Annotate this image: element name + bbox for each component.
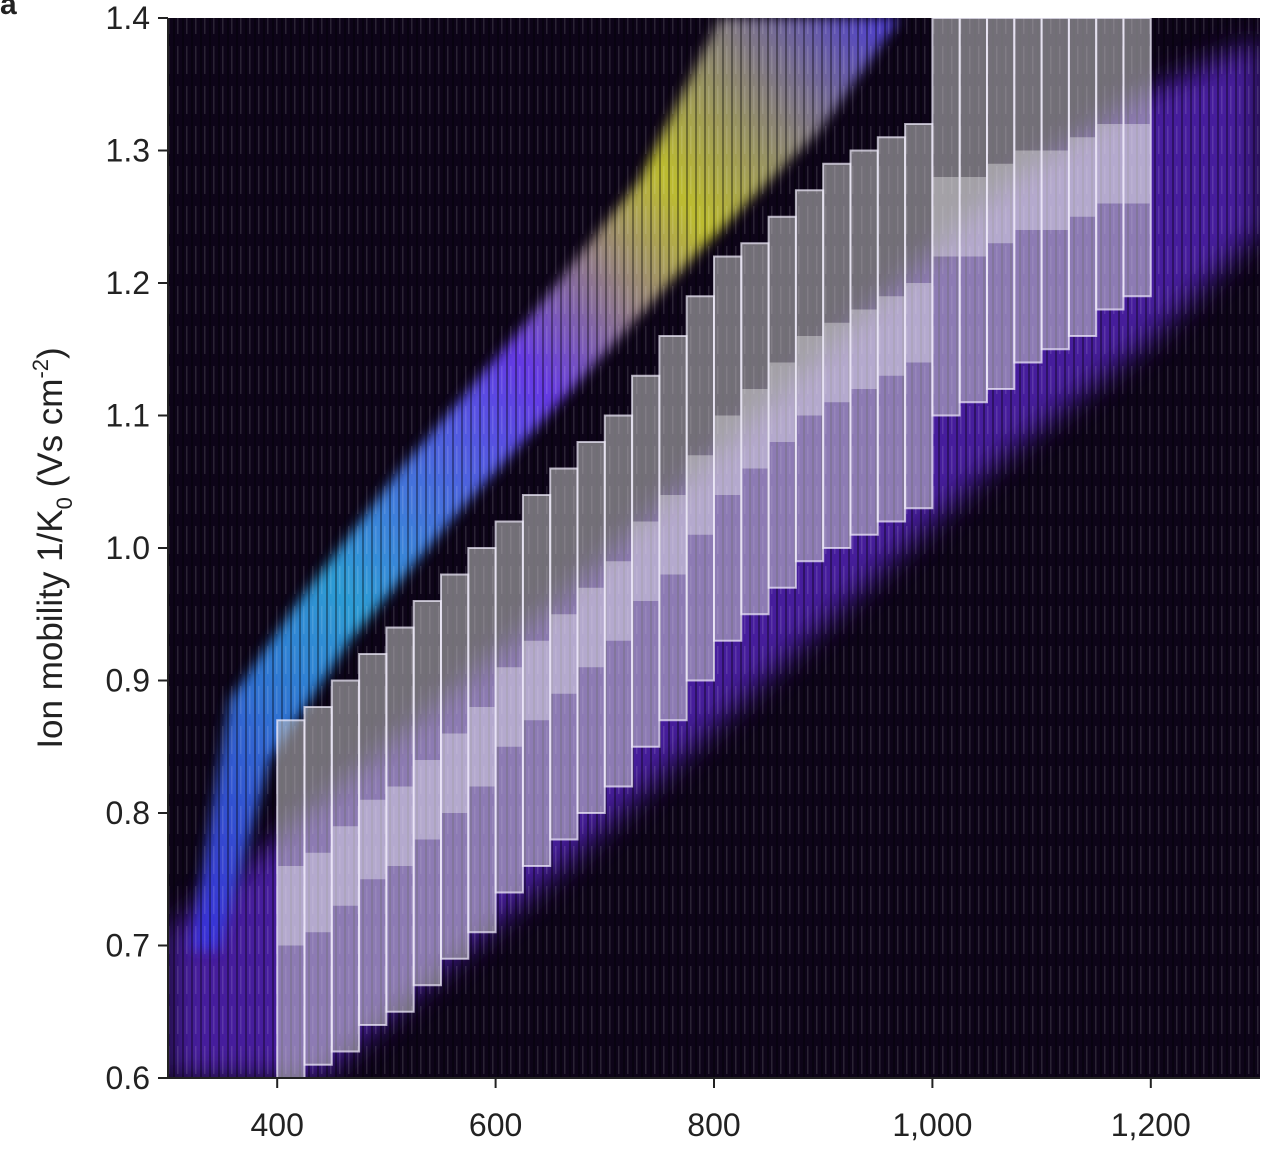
window bbox=[603, 414, 634, 788]
window bbox=[494, 520, 524, 894]
y-label-sup: -2 bbox=[28, 359, 53, 379]
window bbox=[303, 706, 333, 1066]
window bbox=[794, 189, 825, 563]
window-overlap bbox=[332, 826, 359, 906]
x-tick-label: 1,000 bbox=[892, 1107, 972, 1143]
window-overlap bbox=[278, 866, 304, 946]
window-overlap bbox=[933, 177, 959, 257]
window bbox=[549, 467, 579, 841]
window bbox=[631, 374, 661, 748]
y-tick-label: 1.2 bbox=[106, 265, 150, 301]
window-overlap bbox=[360, 799, 386, 880]
window-overlap bbox=[469, 707, 495, 787]
window bbox=[521, 494, 552, 867]
window bbox=[740, 242, 770, 616]
window-overlap bbox=[578, 587, 604, 668]
window-overlap bbox=[633, 521, 659, 601]
window-overlap bbox=[906, 283, 932, 363]
y-tick-label: 1.1 bbox=[106, 398, 150, 434]
window bbox=[986, 18, 1016, 390]
window-overlap bbox=[960, 177, 986, 257]
window-overlap bbox=[851, 309, 877, 389]
window bbox=[276, 719, 306, 1078]
window-overlap bbox=[1097, 124, 1123, 204]
window-overlap bbox=[1042, 150, 1068, 230]
y-axis-label: Ion mobility 1/K0 (Vs cm-2) bbox=[28, 347, 77, 748]
y-label-mid: (Vs cm bbox=[31, 379, 70, 498]
window-overlap bbox=[551, 614, 577, 694]
window bbox=[713, 255, 743, 642]
window bbox=[658, 335, 688, 722]
window-overlap bbox=[305, 852, 331, 933]
window bbox=[1013, 18, 1043, 364]
window-overlap bbox=[988, 163, 1014, 244]
window-overlap bbox=[824, 322, 850, 403]
window bbox=[412, 600, 443, 987]
density-map bbox=[168, 18, 1260, 1078]
window-overlap bbox=[1124, 124, 1150, 204]
x-tick-label: 600 bbox=[469, 1107, 522, 1143]
y-label-text: Ion mobility 1/K bbox=[31, 509, 70, 748]
y-tick-label: 0.6 bbox=[106, 1060, 150, 1096]
window bbox=[822, 162, 852, 549]
window-overlap bbox=[605, 561, 632, 641]
y-tick-label: 0.7 bbox=[106, 928, 150, 964]
window bbox=[876, 136, 907, 523]
window bbox=[467, 547, 497, 934]
x-tick-label: 800 bbox=[687, 1107, 740, 1143]
window-overlap bbox=[796, 336, 823, 416]
window bbox=[440, 573, 470, 960]
window bbox=[685, 295, 716, 682]
y-tick-label: 0.8 bbox=[106, 795, 150, 831]
window bbox=[330, 679, 361, 1053]
windows bbox=[276, 18, 1152, 1078]
panel-label: a bbox=[0, 0, 17, 21]
x-tick-label: 400 bbox=[251, 1107, 304, 1143]
y-tick-label: 1.4 bbox=[106, 0, 150, 36]
window-overlap bbox=[496, 667, 522, 747]
y-tick-label: 0.9 bbox=[106, 663, 150, 699]
window-overlap bbox=[660, 495, 686, 575]
window bbox=[385, 626, 415, 1013]
window-overlap bbox=[878, 296, 905, 376]
x-tick-label: 1,200 bbox=[1111, 1107, 1191, 1143]
window-overlap bbox=[1069, 137, 1096, 217]
window-overlap bbox=[442, 733, 468, 813]
window bbox=[958, 18, 989, 404]
window bbox=[576, 441, 606, 814]
window-overlap bbox=[387, 786, 413, 866]
window-overlap bbox=[414, 760, 440, 840]
window bbox=[1067, 18, 1098, 337]
y-tick-label: 1.3 bbox=[106, 133, 150, 169]
y-label-sub: 0 bbox=[52, 497, 77, 509]
window bbox=[904, 123, 934, 510]
window-overlap bbox=[769, 362, 795, 442]
window-overlap bbox=[715, 415, 741, 495]
y-tick-label: 1.0 bbox=[106, 530, 150, 566]
window-overlap bbox=[523, 640, 550, 721]
window-overlap bbox=[742, 389, 768, 469]
window-overlap bbox=[1015, 150, 1041, 230]
window-overlap bbox=[687, 455, 713, 535]
y-label-end: ) bbox=[31, 347, 70, 359]
window bbox=[1122, 18, 1152, 298]
